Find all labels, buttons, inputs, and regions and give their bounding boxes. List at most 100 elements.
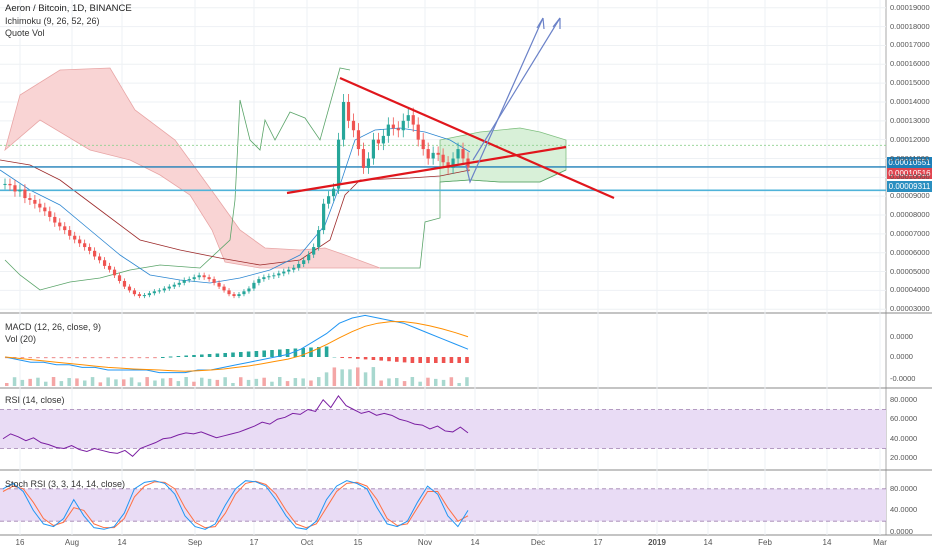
candle-body [142, 295, 146, 297]
y-tick-label: 0.00008000 [890, 210, 930, 220]
candle-body [217, 282, 221, 287]
volume-bar [254, 378, 259, 386]
x-tick-label: Dec [530, 538, 546, 547]
price-tag-last: 0.00010516 [887, 168, 932, 179]
projection-arrowhead-2 [552, 17, 561, 29]
candle-body [23, 189, 27, 199]
ichimoku-span-b [380, 169, 567, 269]
candle-body [192, 277, 196, 280]
volume-bar [395, 378, 399, 386]
volume-bar [20, 379, 25, 386]
macd-hist-bar [449, 357, 454, 363]
macd-label[interactable]: MACD (12, 26, close, 9) [5, 322, 102, 332]
candle-body [8, 183, 12, 186]
macd-hist-bar [363, 357, 368, 360]
volume-bar [106, 377, 110, 386]
candle-body [232, 294, 236, 297]
candle-body [147, 293, 151, 296]
candle-body [436, 152, 440, 155]
y-tick-label: 0.00006000 [890, 247, 930, 257]
volume-bar [309, 380, 313, 386]
volume-bar [176, 381, 181, 386]
macd-hist-bar [262, 350, 266, 357]
macd-hist-bar [192, 355, 196, 357]
macd-hist-bar [246, 351, 251, 357]
volume-bar [200, 377, 204, 386]
x-tick-label: Nov [417, 538, 433, 547]
macd-hist-bar [75, 357, 79, 359]
vol-label[interactable]: Vol (20) [5, 334, 37, 344]
candle-body [43, 207, 47, 212]
macd-hist-bar [67, 357, 71, 359]
candle-body [446, 162, 450, 168]
candle-body [391, 124, 395, 129]
macd-hist-bar [418, 357, 422, 363]
candle-body [102, 260, 107, 266]
volume-bar [83, 380, 87, 386]
candle-body [267, 276, 271, 278]
ichimoku-cloud-bearish [4, 67, 381, 269]
x-tick-label: Feb [758, 538, 772, 547]
candle-body [322, 203, 326, 231]
volume-bar [262, 377, 266, 386]
candle-body [132, 290, 137, 295]
ascending-trendline [286, 145, 567, 195]
macd-hist-bar [20, 357, 25, 359]
volume-bar [363, 372, 368, 386]
candle-body [302, 260, 306, 265]
candle-body [336, 139, 341, 189]
macd-hist-bar [254, 351, 259, 357]
x-tick-label: 15 [353, 538, 363, 547]
candle-body [441, 154, 445, 163]
rsi-label[interactable]: RSI (14, close) [5, 395, 65, 405]
stoch-k-line [2, 480, 469, 530]
volume-bar [114, 379, 118, 386]
x-tick-label: Oct [300, 538, 314, 547]
candle-body [83, 243, 87, 248]
x-tick-label: 14 [822, 538, 832, 547]
volume-bar [402, 381, 407, 386]
macd-hist-bar [426, 357, 430, 363]
volume-bar [145, 377, 149, 386]
macd-hist-bar [122, 357, 126, 359]
candle-body [272, 275, 276, 277]
volume-bar [153, 380, 157, 386]
candle-body [28, 198, 32, 200]
volume-bar [441, 379, 446, 386]
candle-body [212, 279, 216, 283]
candle-body [401, 120, 405, 131]
macd-hist-bar [457, 357, 461, 363]
volume-bar [317, 377, 321, 386]
stoch-rsi-label[interactable]: Stoch RSI (3, 3, 14, 14, close) [5, 479, 126, 489]
candle-body [461, 149, 465, 159]
volume-bar [293, 378, 298, 386]
candle-body [282, 271, 286, 274]
macd-hist-bar [153, 357, 157, 359]
macd-hist-bar [301, 348, 305, 357]
ichimoku-label[interactable]: Ichimoku (9, 26, 52, 26) [5, 16, 100, 26]
candle-body [13, 185, 17, 192]
macd-hist-bar [356, 357, 360, 359]
candle-body [187, 279, 191, 281]
signal-line [4, 321, 469, 372]
candle-body [456, 149, 460, 159]
y-tick-label: 0.00003000 [890, 304, 930, 314]
y-tick-label: 0.00019000 [890, 2, 930, 12]
candle-body [137, 294, 142, 297]
y-tick-label: 0.00017000 [890, 40, 930, 50]
chart-title: Aeron / Bitcoin, 1D, BINANCE [5, 3, 132, 14]
macd-hist-bar [137, 357, 142, 359]
candle-body [312, 247, 316, 255]
candle-body [361, 149, 366, 168]
candle-body [63, 226, 67, 231]
volume-bar [161, 378, 165, 386]
candle-body [93, 250, 97, 257]
candle-body [3, 183, 7, 185]
quote-vol-label[interactable]: Quote Vol [5, 28, 45, 38]
candle-body [356, 130, 361, 150]
volume-bar [348, 369, 352, 386]
candle-body [327, 196, 331, 204]
candle-body [242, 291, 246, 295]
